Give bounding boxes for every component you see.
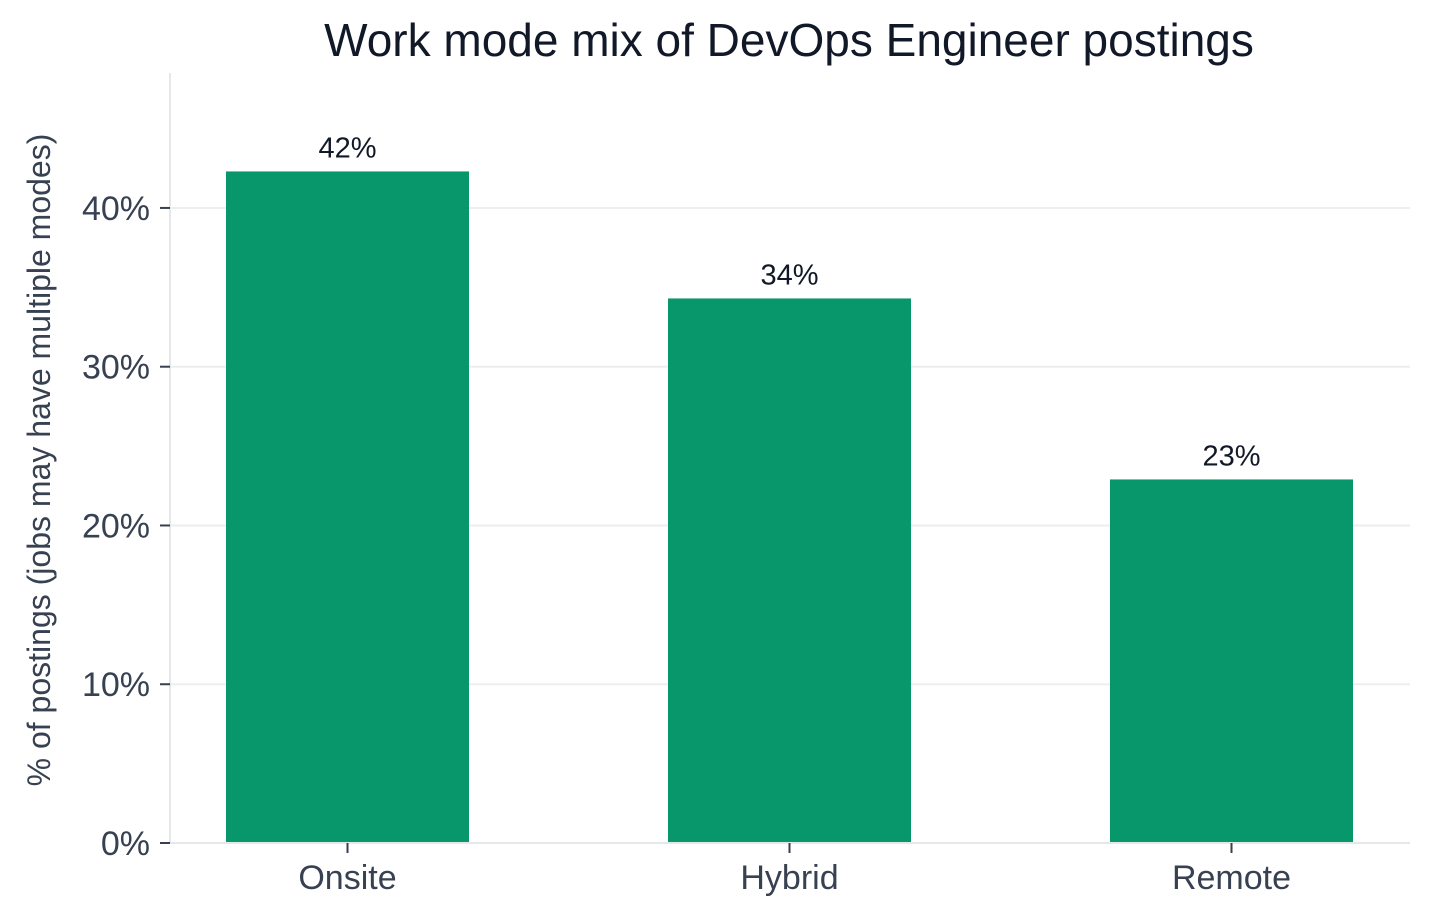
bars	[226, 171, 1353, 843]
bar-remote	[1110, 479, 1353, 843]
y-tick-label: 30%	[82, 349, 150, 387]
data-label: 34%	[760, 259, 818, 291]
y-tick-label: 0%	[101, 825, 150, 863]
y-tick-label: 10%	[82, 666, 150, 704]
y-axis-label: % of postings (jobs may have multiple mo…	[21, 134, 57, 787]
y-tick-label: 20%	[82, 507, 150, 545]
x-tick-label: Hybrid	[740, 859, 838, 897]
bar-onsite	[226, 171, 469, 843]
y-tick-label: 40%	[82, 190, 150, 228]
chart-title: Work mode mix of DevOps Engineer posting…	[324, 14, 1254, 66]
y-ticks: 0% 10% 20% 30% 40%	[82, 190, 170, 863]
bar-hybrid	[668, 298, 911, 843]
data-label: 23%	[1202, 440, 1260, 472]
x-tick-label: Remote	[1172, 859, 1291, 897]
x-ticks: Onsite Hybrid Remote	[298, 843, 1291, 897]
data-labels: 42% 34% 23%	[318, 132, 1260, 472]
data-label: 42%	[318, 132, 376, 164]
x-tick-label: Onsite	[298, 859, 396, 897]
